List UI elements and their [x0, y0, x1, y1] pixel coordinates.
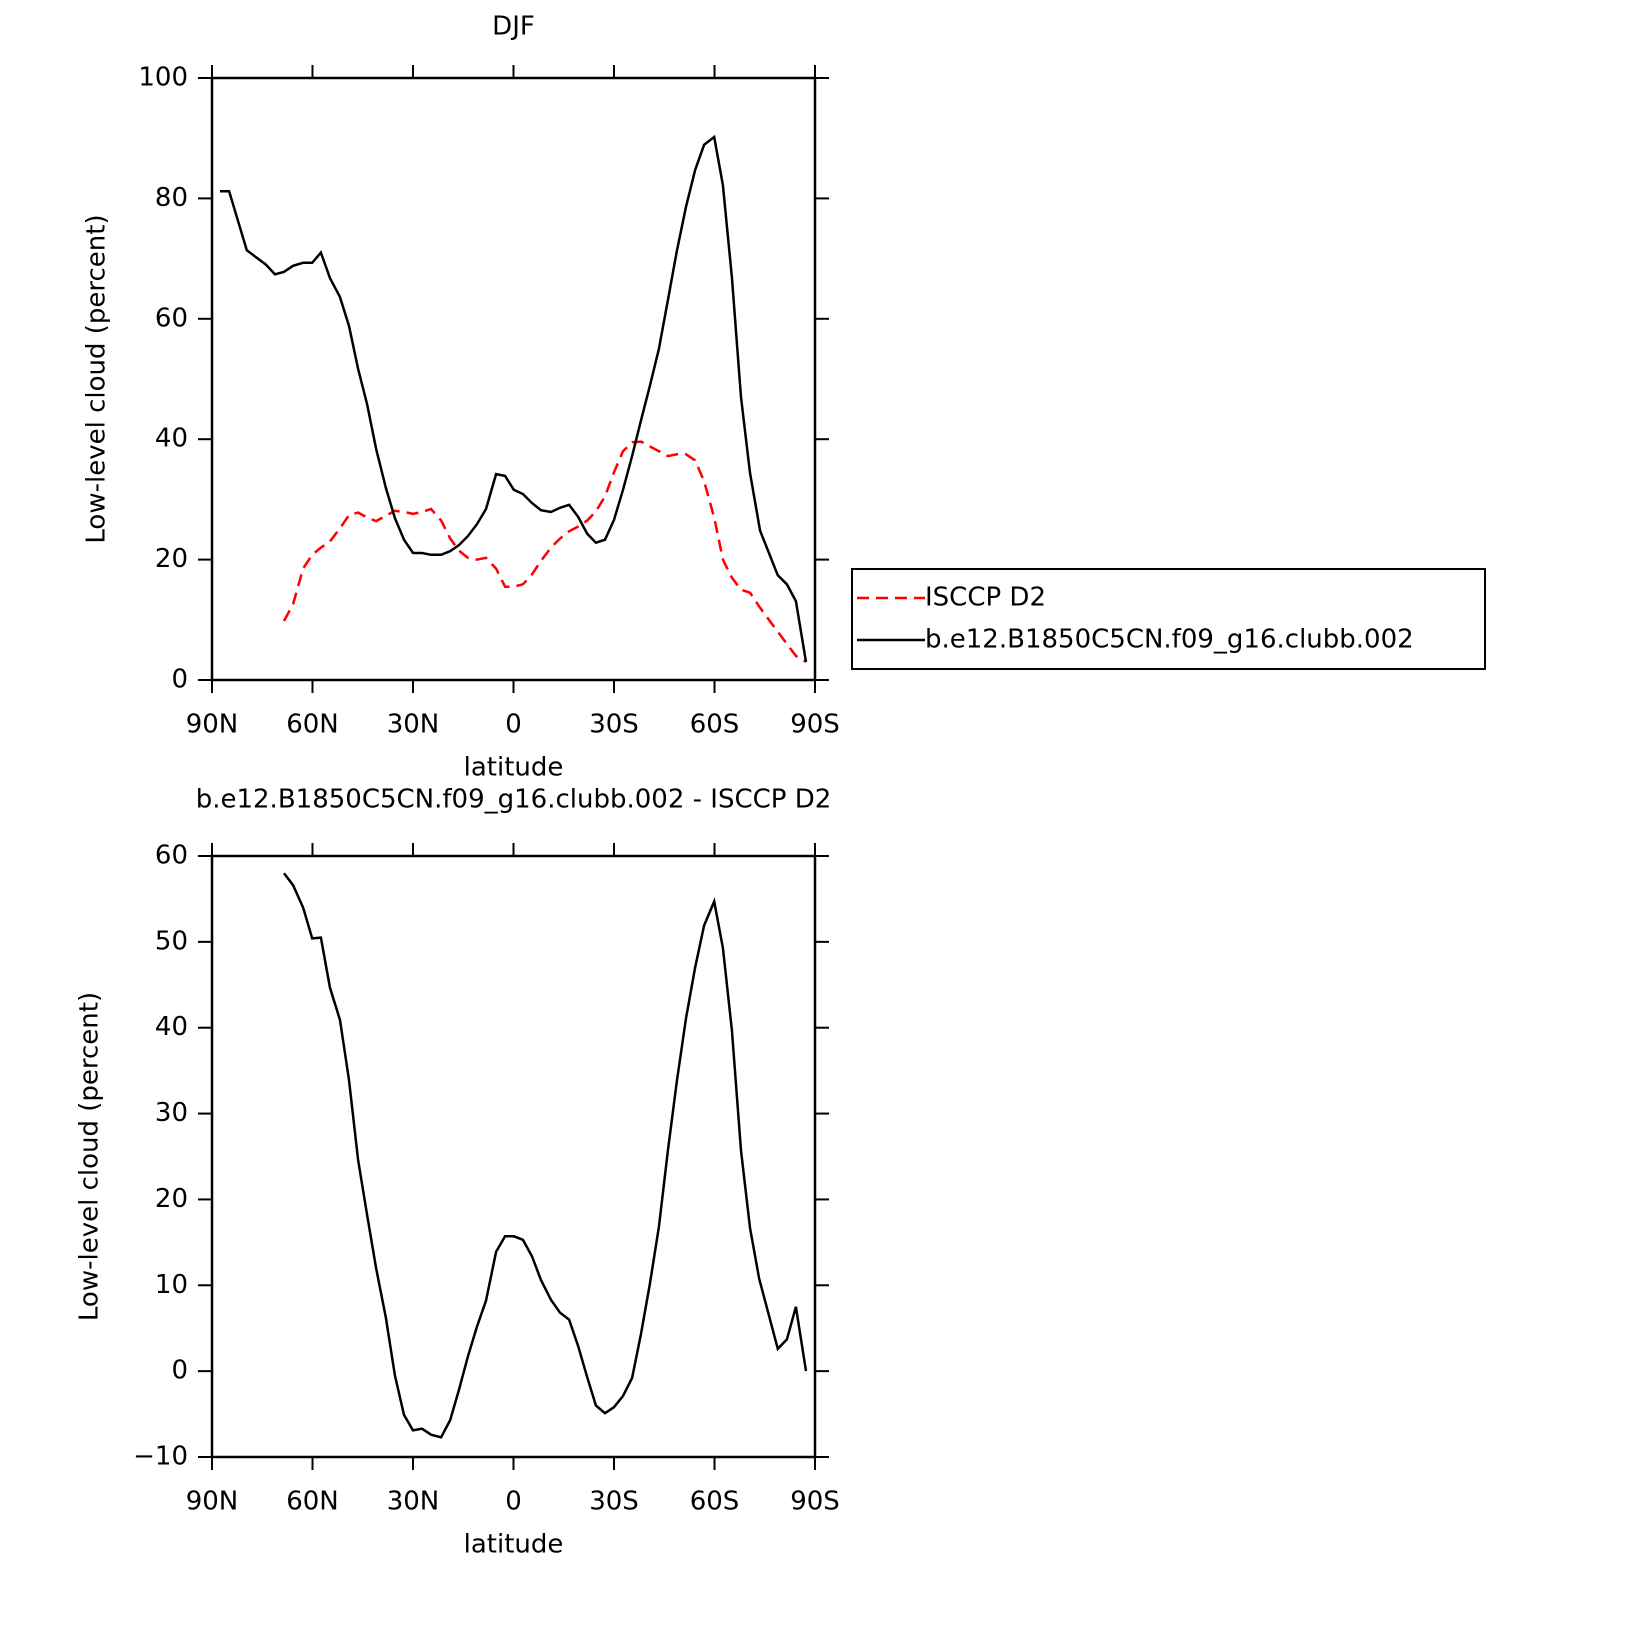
x-tick-label: 30S: [589, 710, 639, 740]
legend-label: ISCCP D2: [925, 583, 1046, 613]
x-tick-label: 60S: [690, 710, 740, 740]
data-line: [282, 440, 807, 663]
y-tick-label: 20: [155, 544, 188, 574]
y-tick-label: 100: [138, 63, 188, 93]
plot-frame: [210, 76, 817, 682]
plot-frame: [210, 854, 817, 1459]
y-tick-label: 0: [171, 665, 188, 695]
chart-title: b.e12.B1850C5CN.f09_g16.clubb.002 - ISCC…: [196, 785, 832, 815]
y-tick-label: 40: [155, 424, 188, 454]
x-tick-label: 90S: [790, 710, 840, 740]
x-axis-label: latitude: [464, 1530, 564, 1560]
x-tick-label: 90N: [186, 1487, 239, 1517]
x-tick-label: 0: [505, 1487, 522, 1517]
y-tick-label: 40: [155, 1012, 188, 1042]
legend-label: b.e12.B1850C5CN.f09_g16.clubb.002: [925, 625, 1414, 655]
data-line: [283, 872, 808, 1439]
y-tick-label: 30: [155, 1098, 188, 1128]
x-tick-label: 60N: [286, 710, 339, 740]
y-axis-label: Low-level cloud (percent): [82, 214, 112, 543]
x-tick-label: 60N: [286, 1487, 339, 1517]
y-tick-label: −10: [133, 1442, 188, 1472]
legend-box: [851, 568, 1486, 670]
x-tick-label: 30S: [589, 1487, 639, 1517]
x-tick-label: 90N: [186, 710, 239, 740]
y-tick-label: 20: [155, 1184, 188, 1214]
chart-title: DJF: [492, 12, 535, 42]
x-tick-label: 60S: [690, 1487, 740, 1517]
y-tick-label: 60: [155, 303, 188, 333]
y-tick-label: 50: [155, 926, 188, 956]
y-tick-label: 0: [171, 1356, 188, 1386]
x-tick-label: 0: [505, 710, 522, 740]
x-tick-label: 30N: [387, 1487, 440, 1517]
y-tick-label: 60: [155, 841, 188, 871]
x-tick-label: 90S: [790, 1487, 840, 1517]
y-tick-label: 80: [155, 183, 188, 213]
x-tick-label: 30N: [387, 710, 440, 740]
y-tick-label: 10: [155, 1270, 188, 1300]
data-line: [220, 134, 808, 663]
y-axis-label: Low-level cloud (percent): [75, 992, 105, 1321]
x-axis-label: latitude: [464, 753, 564, 783]
